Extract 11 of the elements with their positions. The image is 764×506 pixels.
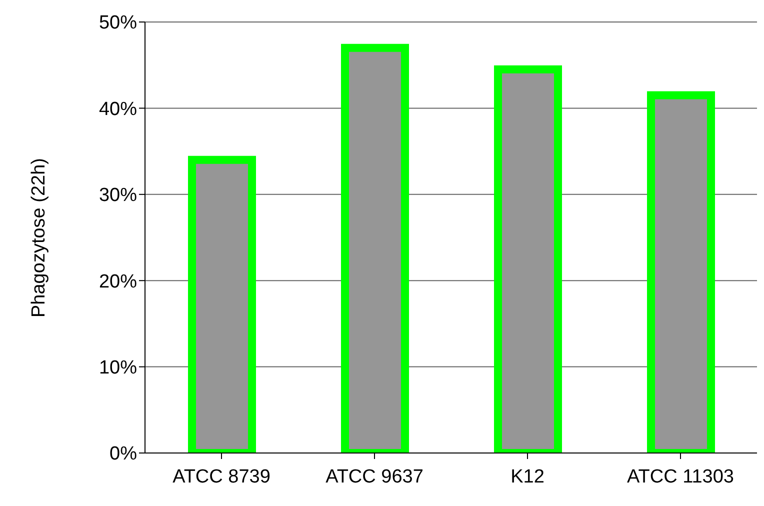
- y-tick-label: 50%: [98, 12, 138, 34]
- y-tick-label: 0%: [110, 444, 138, 465]
- y-axis-title: Phagozytose (22h): [28, 158, 50, 318]
- y-tick-label: 10%: [98, 358, 138, 379]
- x-tick-label: K12: [510, 466, 544, 488]
- x-tick-label: ATCC 9637: [326, 466, 424, 488]
- y-tick-label: 20%: [98, 271, 138, 292]
- x-tick-label: ATCC 11303: [626, 466, 734, 488]
- x-tick-label: ATCC 8739: [172, 466, 270, 488]
- y-tick-label: 40%: [98, 98, 138, 120]
- y-tick-label: 30%: [98, 185, 138, 206]
